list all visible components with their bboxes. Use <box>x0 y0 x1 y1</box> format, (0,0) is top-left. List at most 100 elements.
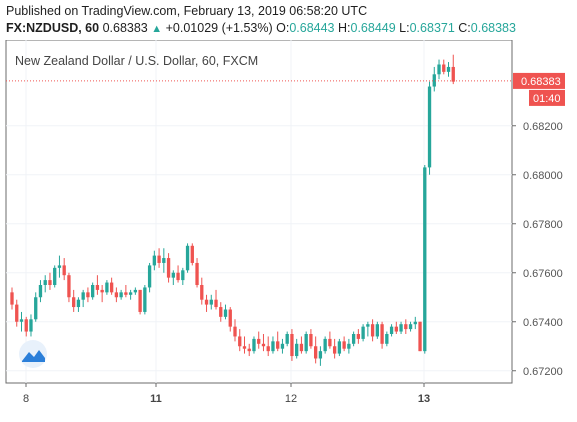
candle-up <box>81 289 85 308</box>
candle-up <box>408 321 413 332</box>
y-tick-label: 0.68000 <box>523 170 563 182</box>
candle-body <box>285 334 289 344</box>
candle-body <box>451 66 455 82</box>
candle-up <box>90 282 95 300</box>
candle-up <box>133 287 138 295</box>
candle-body <box>76 299 81 308</box>
candle-up <box>389 324 394 337</box>
time-axis[interactable]: 8 11 12 13 <box>23 383 430 405</box>
close-label: C: <box>458 21 471 35</box>
symbol-quote-line: FX:NZDUSD, 60 0.68383 ▲ +0.01029 (+1.53%… <box>6 21 516 35</box>
price-axis[interactable]: 0.67200 0.67400 0.67600 0.67800 0.68000 0.682… <box>512 72 565 378</box>
candle-up <box>38 280 43 303</box>
candle-body <box>24 319 28 332</box>
candle-body <box>128 292 133 295</box>
candle-down <box>394 321 398 334</box>
candle-up <box>337 338 342 357</box>
open-label: O: <box>276 21 290 35</box>
candle-up <box>432 66 436 92</box>
candle-down <box>247 343 251 357</box>
candle-body <box>223 309 228 317</box>
candle-up <box>423 164 427 354</box>
candle-up <box>147 262 152 293</box>
candle-body <box>119 292 123 298</box>
candle-down <box>24 316 28 337</box>
candle-body <box>337 341 342 354</box>
candle-body <box>209 299 213 305</box>
candle-body <box>195 262 199 285</box>
tradingview-logo-icon[interactable] <box>19 340 47 368</box>
candle-body <box>95 285 100 290</box>
candle-down <box>309 329 313 349</box>
candle-up <box>105 280 109 295</box>
symbol-label: FX:NZDUSD, 60 <box>6 21 100 35</box>
candle-body <box>427 86 432 168</box>
price-change: +0.01029 (+1.53%) <box>165 21 273 35</box>
candle-down <box>328 331 332 349</box>
candle-body <box>185 245 190 271</box>
candle-body <box>389 326 394 334</box>
candle-body <box>437 64 441 75</box>
candle-down <box>48 272 52 290</box>
candle-body <box>176 272 180 281</box>
candle-down <box>109 277 114 295</box>
candle-down <box>370 319 375 342</box>
candle-body <box>147 265 152 288</box>
candle-body <box>266 346 270 352</box>
candle-up <box>34 292 38 322</box>
candle-body <box>29 319 33 332</box>
candlestick-chart[interactable]: 0.67200 0.67400 0.67600 0.67800 0.68000 0.682… <box>0 39 577 417</box>
candle-down <box>257 331 261 349</box>
candle-body <box>157 255 161 263</box>
candle-body <box>295 343 299 357</box>
candle-down <box>204 294 209 312</box>
candle-body <box>356 334 361 339</box>
candle-up <box>366 321 370 337</box>
candle-body <box>166 258 171 278</box>
candle-body <box>57 265 62 268</box>
y-tick-label: 0.67400 <box>523 317 563 329</box>
candle-up <box>209 294 213 310</box>
candle-body <box>67 275 71 298</box>
candle-down <box>451 54 455 85</box>
candle-body <box>19 319 24 322</box>
x-tick-label: 11 <box>150 393 162 405</box>
candle-down <box>228 307 232 332</box>
candle-body <box>109 282 114 293</box>
y-tick-label: 0.68200 <box>523 121 563 133</box>
candle-body <box>152 255 157 266</box>
candle-body <box>238 336 242 347</box>
candle-body <box>124 292 128 295</box>
candle-down <box>138 289 142 315</box>
candle-up <box>351 331 356 347</box>
candle-body <box>332 346 337 354</box>
candle-body <box>105 282 109 293</box>
candle-body <box>200 285 204 300</box>
candle-up <box>19 311 24 332</box>
candle-body <box>214 299 218 308</box>
candle-body <box>86 292 90 298</box>
candle-up <box>76 297 81 312</box>
last-price: 0.68383 <box>102 21 148 35</box>
candle-body <box>423 167 427 352</box>
countdown-badge <box>529 89 565 106</box>
candle-body <box>138 289 142 312</box>
low-value: 0.68371 <box>409 21 455 35</box>
candle-up <box>252 336 256 354</box>
high-value: 0.68449 <box>350 21 396 35</box>
candle-up <box>437 59 441 80</box>
candle-body <box>15 304 19 322</box>
candle-up <box>53 265 57 288</box>
candle-down <box>219 302 223 322</box>
candle-body <box>351 334 356 344</box>
candle-up <box>43 275 47 293</box>
candle-down <box>200 277 204 305</box>
candle-body <box>342 341 346 349</box>
candle-down <box>404 319 408 334</box>
candle-down <box>261 334 266 352</box>
candle-down <box>233 319 237 342</box>
candle-body <box>190 245 194 263</box>
candle-body <box>323 338 327 352</box>
candle-body <box>48 280 52 285</box>
chart-area[interactable]: 0.67200 0.67400 0.67600 0.67800 0.68000 0.682… <box>0 39 577 417</box>
